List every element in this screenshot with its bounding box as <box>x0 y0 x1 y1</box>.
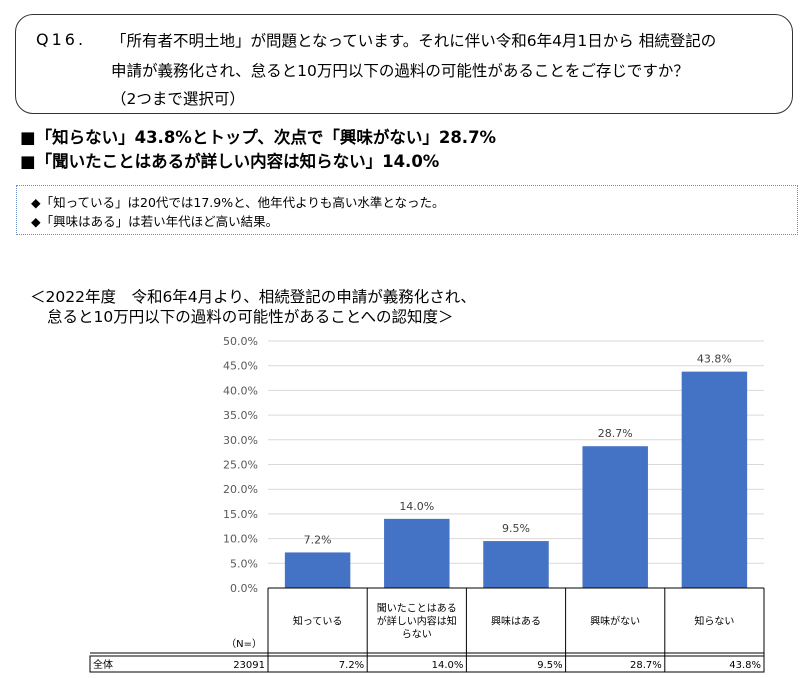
table-cell: 43.8% <box>729 660 761 671</box>
headline-2: ■「聞いたことはあるが詳しい内容は知らない」14.0% <box>20 152 440 171</box>
table-cell: 28.7% <box>630 660 662 671</box>
y-tick-label: 15.0% <box>223 508 258 521</box>
note-1: ◆「知っている」は20代では17.9%と、他年代よりも高い水準となった。 <box>31 195 445 210</box>
category-label: が詳しい内容は知 <box>377 615 457 628</box>
table-cell: 14.0% <box>432 660 464 671</box>
bar <box>681 371 748 588</box>
category-label: 知らない <box>694 615 734 628</box>
category-label: 興味がない <box>590 615 640 628</box>
data-label: 7.2% <box>304 533 332 546</box>
y-tick-label: 5.0% <box>230 557 258 570</box>
row-label: 全体 <box>93 658 113 671</box>
n-value: 23091 <box>233 660 265 671</box>
data-row-box <box>89 655 765 673</box>
note-2: ◆「興味はある」は若い年代ほど高い結果。 <box>31 214 279 229</box>
question-box: Q16. 「所有者不明土地」が問題となっています。それに伴い令和6年4月1日から… <box>15 14 793 114</box>
bar <box>582 446 648 588</box>
bar <box>284 552 351 588</box>
data-label: 28.7% <box>598 427 633 440</box>
bar <box>483 541 549 588</box>
y-tick-label: 20.0% <box>223 483 258 496</box>
chart-title-line1: ＜2022年度 令和6年4月より、相続登記の申請が義務化され、 <box>30 288 476 306</box>
table-cell: 7.2% <box>339 660 364 671</box>
data-label: 43.8% <box>697 353 732 366</box>
notes-box: ◆「知っている」は20代では17.9%と、他年代よりも高い水準となった。 ◆「興… <box>16 185 798 235</box>
y-tick-label: 40.0% <box>223 384 258 397</box>
category-label: 知っている <box>293 615 343 628</box>
y-tick-label: 35.0% <box>223 409 258 422</box>
y-tick-label: 10.0% <box>223 533 258 546</box>
question-text-line1: 「所有者不明土地」が問題となっています。それに伴い令和6年4月1日から 相続登記… <box>111 32 717 50</box>
table-cell: 9.5% <box>537 660 562 671</box>
data-label: 14.0% <box>399 500 434 513</box>
y-tick-label: 30.0% <box>223 434 258 447</box>
category-label: 興味はある <box>491 616 541 628</box>
headline-1: ■「知らない」43.8%とトップ、次点で「興味がない」28.7% <box>20 128 497 147</box>
bar <box>384 518 450 588</box>
y-tick-label: 0.0% <box>230 582 258 595</box>
question-text-line3: （2つまで選択可） <box>111 90 245 108</box>
y-tick-label: 45.0% <box>223 360 258 373</box>
chart-title-line2: 怠ると10万円以下の過料の可能性があることへの認知度＞ <box>47 308 454 326</box>
question-number: Q16. <box>36 30 87 49</box>
question-text-line2: 申請が義務化され、怠ると10万円以下の過料の可能性があることをご存じですか？ <box>111 62 689 80</box>
y-tick-label: 25.0% <box>223 459 258 472</box>
y-tick-label: 50.0% <box>223 335 258 348</box>
data-label: 9.5% <box>502 522 530 535</box>
category-label: 聞いたことはある <box>377 603 457 615</box>
n-header: （N=） <box>226 638 262 650</box>
category-label: らない <box>402 629 432 641</box>
